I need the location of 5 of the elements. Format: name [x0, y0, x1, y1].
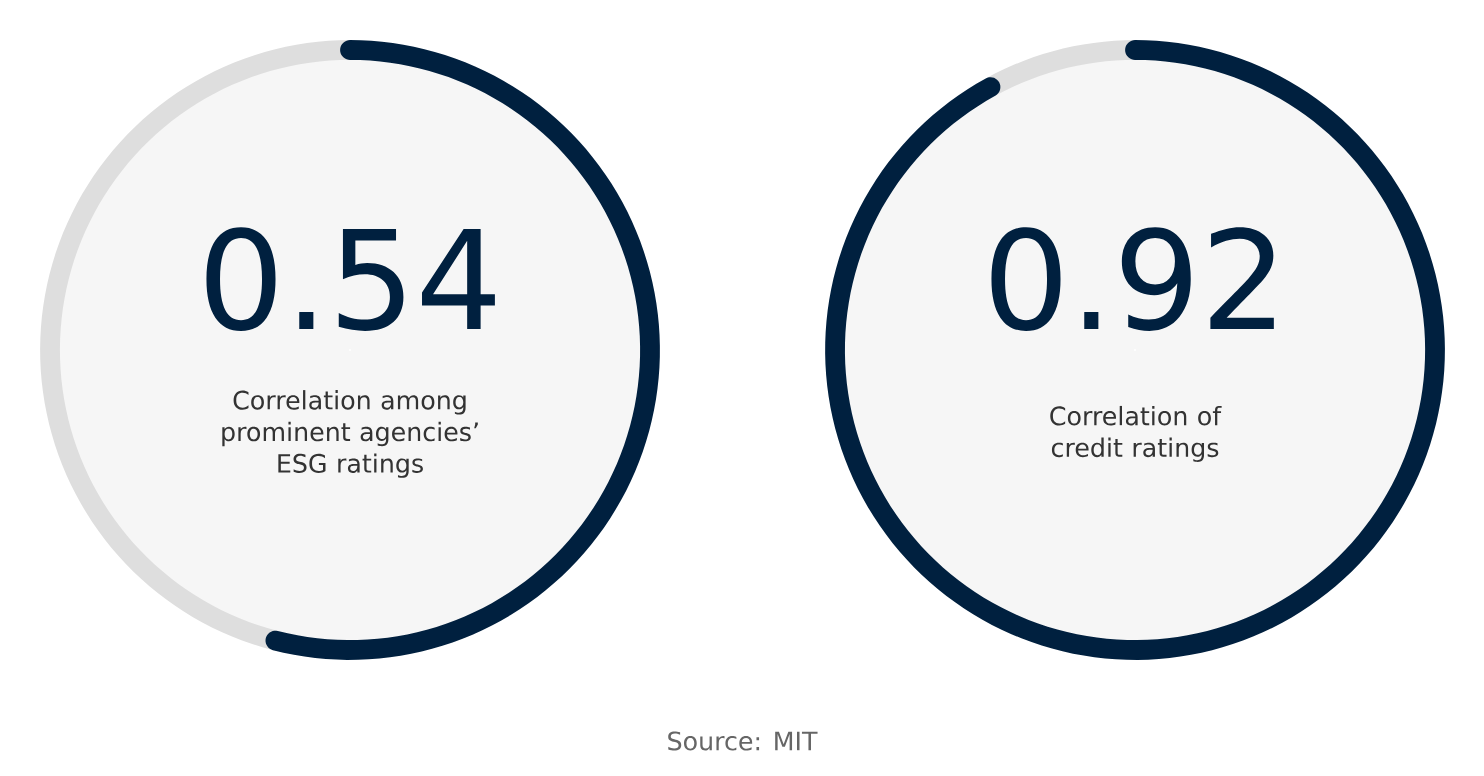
text: Correlation of credit ratings — [1050, 405, 1222, 463]
source-note: Source: MIT — [668, 731, 818, 751]
text: 0.54 — [206, 227, 495, 331]
text: 0.92 — [991, 227, 1274, 331]
text: Correlation among prominent agencies’ ESG ratings — [222, 390, 478, 478]
